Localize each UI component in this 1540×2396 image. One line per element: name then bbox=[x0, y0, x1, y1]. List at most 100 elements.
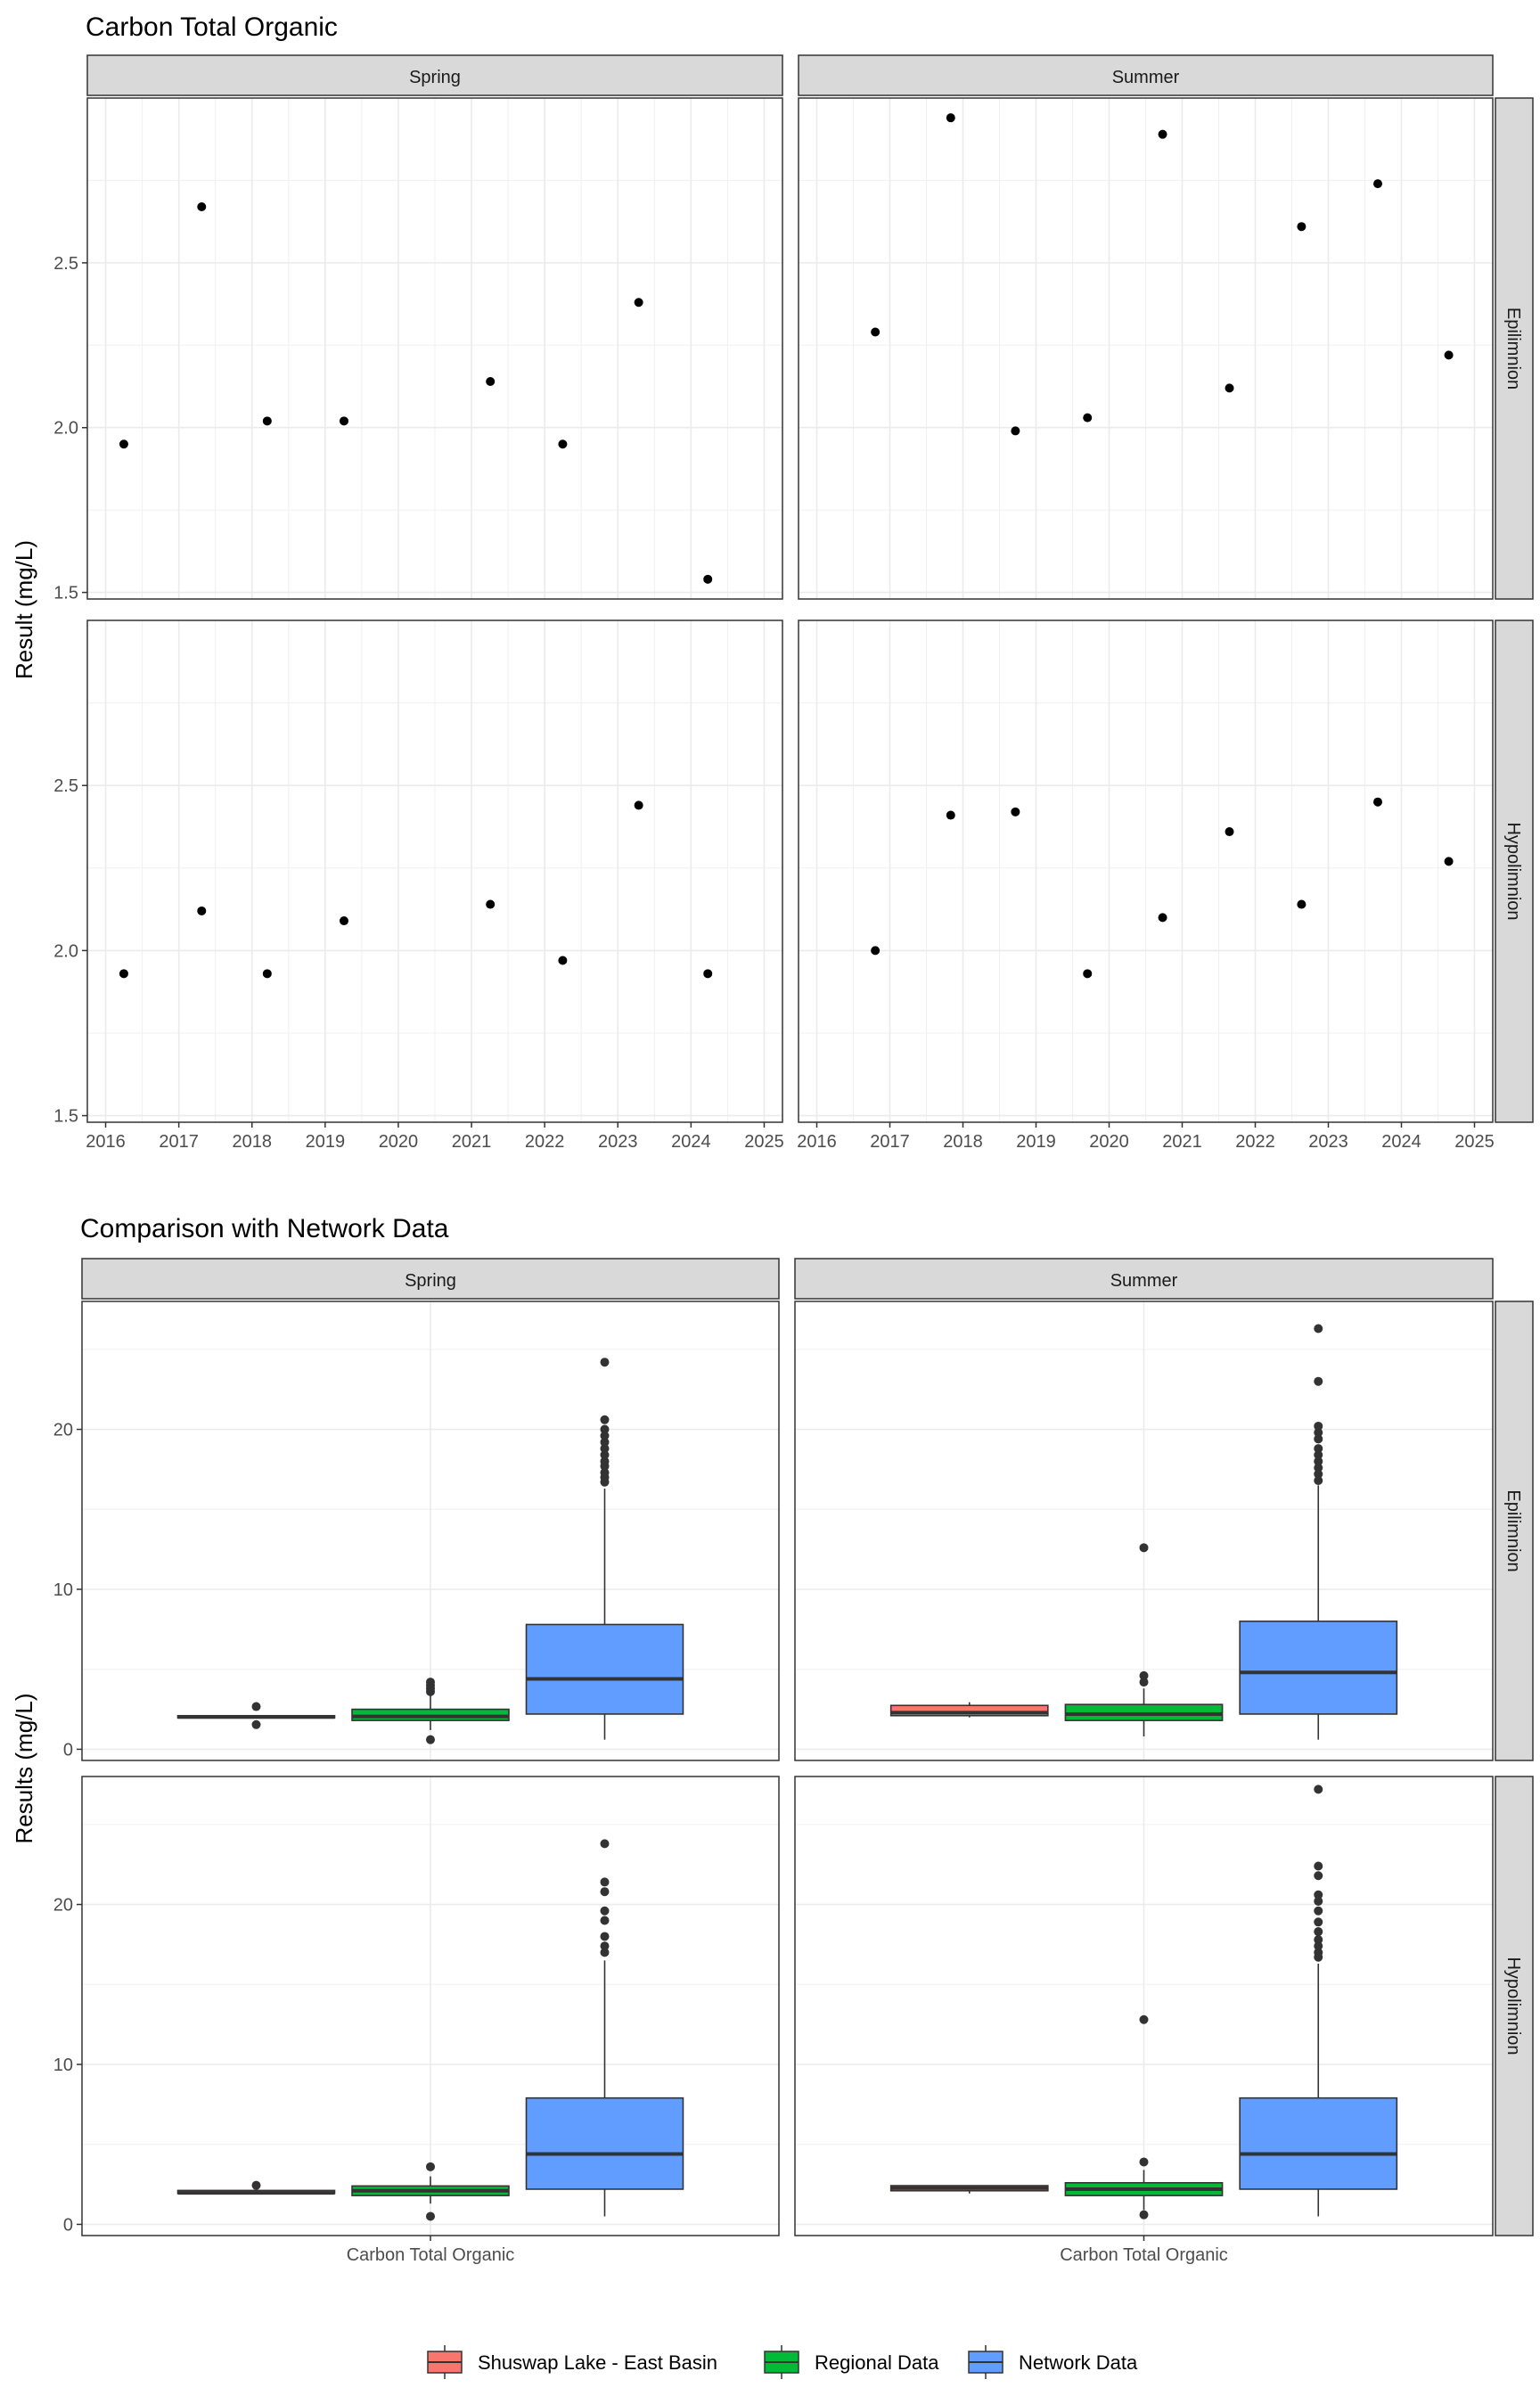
facet-label-spring: Spring bbox=[405, 1271, 456, 1291]
facet-strip-spring bbox=[81, 1258, 780, 1300]
facet-label-hypolimnion: Hypolimnion bbox=[1503, 1957, 1523, 2055]
x-tick-label: 2016 bbox=[86, 1132, 126, 1152]
outlier-point bbox=[1314, 1941, 1323, 1951]
y-tick-label: 20 bbox=[53, 1421, 73, 1440]
outlier-point bbox=[600, 1948, 610, 1957]
facet-strip-summer bbox=[794, 1258, 1494, 1300]
y-tick-label: 10 bbox=[53, 1580, 73, 1600]
chart-title: Comparison with Network Data bbox=[80, 1214, 449, 1243]
boxplot-chart: Comparison with Network Data Results (mg/… bbox=[11, 1214, 1534, 2379]
y-tick-label: 2.5 bbox=[53, 254, 78, 274]
outlier-point bbox=[600, 1916, 610, 1925]
y-tick-label: 2.5 bbox=[53, 776, 78, 796]
x-tick-label: Carbon Total Organic bbox=[1060, 2245, 1228, 2265]
outlier-point bbox=[1314, 1324, 1323, 1333]
box-shuswap-lake-east-basin bbox=[889, 2185, 1049, 2194]
outlier-point bbox=[1314, 1434, 1323, 1444]
y-axis-label: Result (mg/L) bbox=[11, 540, 37, 679]
y-tick-label: 0 bbox=[63, 1740, 73, 1760]
outlier-point bbox=[600, 1424, 610, 1434]
panel-hypolimnion-spring bbox=[81, 1776, 780, 2236]
x-tick-label: 2025 bbox=[744, 1132, 784, 1152]
outlier-point bbox=[1314, 1890, 1323, 1900]
panel-border bbox=[798, 97, 1494, 600]
facet-strip-hypolimnion bbox=[1495, 1776, 1534, 2236]
outlier-point bbox=[600, 1906, 610, 1916]
panel-epilimnion-spring bbox=[86, 97, 783, 600]
data-point bbox=[703, 969, 713, 979]
box-regional-data bbox=[351, 2162, 510, 2221]
x-tick-label: 2022 bbox=[525, 1132, 565, 1152]
panel-epilimnion-spring bbox=[81, 1301, 780, 1761]
x-tick-label: 2019 bbox=[306, 1132, 346, 1152]
outlier-point bbox=[1139, 1543, 1149, 1553]
outlier-point bbox=[1139, 2014, 1149, 2024]
outlier-point bbox=[600, 1358, 610, 1367]
facet-strip-epilimnion bbox=[1495, 1301, 1534, 1761]
outlier-point bbox=[600, 1941, 610, 1951]
facet-label-epilimnion: Epilimnion bbox=[1503, 1489, 1523, 1571]
y-tick-label: 20 bbox=[53, 1896, 73, 1916]
box-iqr bbox=[525, 2096, 684, 2190]
y-tick-label: 10 bbox=[53, 2055, 73, 2075]
data-point bbox=[1372, 797, 1382, 807]
data-point bbox=[262, 969, 272, 979]
x-tick-label: 2021 bbox=[1162, 1132, 1202, 1152]
data-point bbox=[1011, 807, 1020, 816]
outlier-point bbox=[1314, 1927, 1323, 1937]
data-point bbox=[1444, 857, 1454, 866]
box-iqr bbox=[1239, 2096, 1398, 2190]
outlier-point bbox=[1314, 1917, 1323, 1927]
x-tick-label: 2021 bbox=[452, 1132, 492, 1152]
legend-item: Regional Data bbox=[764, 2345, 939, 2379]
x-tick-label: 2020 bbox=[379, 1132, 419, 1152]
outlier-point bbox=[426, 1678, 435, 1687]
x-tick-label: Carbon Total Organic bbox=[347, 2245, 515, 2265]
outlier-point bbox=[426, 2211, 435, 2221]
data-point bbox=[1225, 827, 1234, 837]
data-point bbox=[1297, 222, 1307, 232]
outlier-point bbox=[1139, 1670, 1149, 1680]
box-network-data bbox=[525, 1839, 684, 2217]
box-iqr bbox=[525, 1623, 684, 1715]
data-point bbox=[1225, 383, 1234, 393]
outlier-point bbox=[251, 1702, 261, 1711]
outlier-point bbox=[1314, 1421, 1323, 1431]
panel-border bbox=[86, 620, 783, 1123]
y-tick-label: 1.5 bbox=[53, 584, 78, 603]
facet-strip-spring bbox=[86, 54, 783, 96]
outlier-point bbox=[600, 1415, 610, 1424]
outlier-point bbox=[1139, 2157, 1149, 2167]
data-point bbox=[119, 969, 128, 979]
y-tick-label: 2.0 bbox=[53, 419, 78, 439]
legend-label: Shuswap Lake - East Basin bbox=[478, 2351, 717, 2374]
panel-border bbox=[86, 97, 783, 600]
legend-item: Network Data bbox=[968, 2345, 1138, 2379]
box-shuswap-lake-east-basin bbox=[176, 2180, 336, 2195]
data-point bbox=[339, 916, 348, 926]
outlier-point bbox=[1314, 1871, 1323, 1881]
data-point bbox=[871, 327, 881, 337]
outlier-point bbox=[1314, 1861, 1323, 1871]
data-point bbox=[946, 113, 955, 123]
box-network-data bbox=[1239, 1324, 1398, 1740]
outlier-point bbox=[1314, 1469, 1323, 1479]
x-tick-label: 2016 bbox=[797, 1132, 837, 1152]
outlier-point bbox=[600, 1887, 610, 1897]
outlier-point bbox=[1314, 1463, 1323, 1473]
outlier-point bbox=[600, 1444, 610, 1454]
x-tick-label: 2022 bbox=[1235, 1132, 1275, 1152]
data-point bbox=[634, 800, 643, 810]
data-point bbox=[634, 298, 643, 308]
panel-border bbox=[81, 1301, 780, 1761]
box-shuswap-lake-east-basin bbox=[889, 1702, 1049, 1718]
y-tick-label: 2.0 bbox=[53, 941, 78, 961]
outlier-point bbox=[600, 1877, 610, 1887]
data-point bbox=[946, 810, 955, 820]
x-tick-label: 2024 bbox=[671, 1132, 711, 1152]
outlier-point bbox=[1314, 1948, 1323, 1957]
x-tick-label: 2024 bbox=[1381, 1132, 1421, 1152]
outlier-point bbox=[600, 1839, 610, 1849]
outlier-point bbox=[1314, 1935, 1323, 1945]
x-tick-label: 2017 bbox=[870, 1132, 910, 1152]
